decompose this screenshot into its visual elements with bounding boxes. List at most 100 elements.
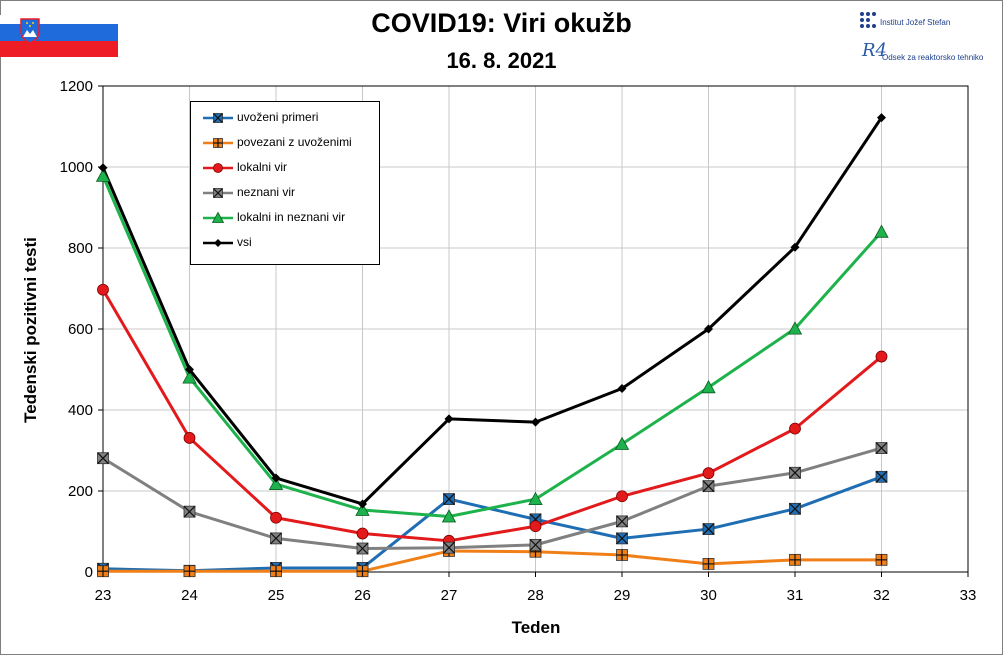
data-point [789,422,801,435]
y-tick-label: 200 [68,483,93,500]
x-tick-label: 30 [700,587,717,604]
data-point [789,466,801,479]
data-point [182,370,197,384]
legend-label: lokalni in neznani vir [237,210,346,224]
legend-marker [213,113,223,123]
legend-item: neznani vir [191,182,377,204]
data-point [528,491,543,506]
legend-label: vsi [237,235,252,249]
legend-marker [213,163,223,173]
data-point [268,476,284,491]
y-tick-label: 1000 [60,159,93,176]
y-tick-label: 400 [68,402,93,419]
data-point [356,527,369,540]
data-point [874,224,889,238]
data-point [183,565,196,578]
data-point [95,168,111,182]
data-point [270,565,282,578]
data-point [614,436,630,450]
data-point [443,493,455,506]
data-point [356,565,369,578]
series-line [102,446,882,551]
data-point [270,532,282,545]
ijs-logo-text: Institut Jožef Stefan [880,18,951,27]
legend-label: neznani vir [237,185,296,199]
x-tick-label: 29 [614,587,631,604]
legend-swatch [203,239,233,247]
series-line [101,175,883,519]
legend-item: uvoženi primeri [191,107,377,129]
legend-marker [213,188,223,198]
series-line [101,288,883,543]
x-tick-label: 25 [268,587,285,604]
legend-swatch [203,113,233,123]
data-point [97,283,109,296]
data-point [877,113,886,123]
data-point [616,490,628,503]
r4-logo-icon: R4 [862,40,888,61]
legend-swatch [203,138,233,148]
data-point [616,549,628,561]
data-point [789,502,801,515]
data-point [875,442,888,454]
legend-item: lokalni vir [191,157,377,179]
legend-swatch [203,188,233,198]
data-point [270,511,282,524]
data-point [271,473,281,483]
data-point [98,163,108,173]
y-axis-label: Tedenski pozitivni testi [21,237,40,423]
r4-logo-text: Odsek za reaktorsko tehniko [882,53,984,62]
data-point [443,541,455,554]
chart-date: 16. 8. 2021 [446,48,557,73]
legend-swatch [203,163,233,173]
legend-marker [214,239,222,247]
series-line [101,116,883,506]
legend-item: lokalni in neznani vir [191,207,377,229]
data-point [617,384,627,394]
data-point [444,414,454,424]
data-point [701,379,716,394]
data-point [616,532,628,545]
data-point [702,523,715,535]
legend-swatch [203,211,233,223]
data-point [529,538,542,551]
x-tick-label: 31 [787,587,804,604]
institute-logos: Institut Jožef Stefan R4 Odsek za reakto… [858,8,998,68]
data-point [702,558,715,570]
legend-marker [211,211,225,223]
x-tick-label: 28 [527,587,544,604]
y-tick-label: 0 [85,564,93,581]
x-tick-label: 24 [181,587,198,604]
x-tick-label: 33 [960,587,977,604]
y-tick-label: 600 [68,321,93,338]
chart-title: COVID19: Viri okužb [371,8,632,38]
data-point [355,502,370,516]
data-point [531,417,540,427]
y-tick-label: 800 [68,240,93,257]
data-point [97,452,109,465]
data-point [875,553,888,566]
x-tick-label: 26 [354,587,371,604]
y-tick-label: 1200 [60,78,93,95]
data-point [787,321,803,335]
x-tick-label: 27 [441,587,458,604]
data-point [702,467,715,480]
ijs-logo-icon [860,12,876,28]
chart-legend: uvoženi primeri povezani z uvoženimi lokal… [190,101,380,265]
slovenian-flag-icon [0,15,118,57]
legend-label: povezani z uvoženimi [237,135,352,149]
data-point [789,553,801,566]
data-point [183,432,196,444]
series-line [103,549,882,573]
data-point [616,515,628,528]
data-point [183,505,196,518]
data-point [529,520,542,533]
legend-label: uvoženi primeri [237,110,319,124]
data-point [356,542,369,555]
data-point [97,565,109,578]
data-point [185,365,194,374]
data-point [358,499,367,509]
legend-label: lokalni vir [237,160,288,174]
legend-marker [213,138,223,148]
